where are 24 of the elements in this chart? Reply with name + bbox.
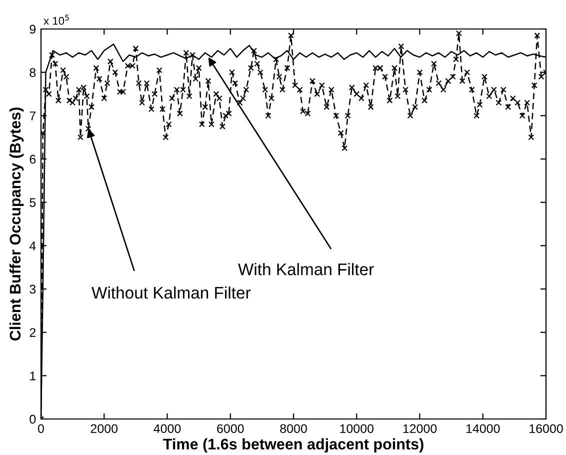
y-tick-label: 8 — [30, 68, 36, 77]
annotation: With Kalman Filter — [238, 263, 374, 276]
y-tick-label: 4 — [29, 242, 36, 250]
y-tick-label: 0 — [30, 414, 36, 424]
y-tick-label: 1 — [30, 372, 36, 380]
y-tick-label: 6 — [30, 154, 36, 164]
x-tick-label: 2000 — [90, 424, 118, 434]
x-axis-title: Time (1.6s between adjacent points) — [163, 438, 424, 453]
y-tick-label: 3 — [30, 284, 36, 294]
x-tick-label: 6000 — [217, 424, 244, 434]
x-tick-label: 16000 — [530, 424, 563, 434]
text: x 10$^{5}$ — [44, 14, 69, 25]
y-tick-label: 5 — [30, 198, 36, 207]
x-tick-label: 4000 — [154, 424, 181, 434]
y-axis-title: Client Buffer Occupancy (Bytes) — [9, 108, 24, 341]
x-tick-label: 0 — [38, 424, 44, 434]
x-tick-label: 14000 — [466, 424, 500, 434]
x-tick-label: 10000 — [340, 424, 374, 434]
annotation: Without Kalman Filter — [92, 286, 251, 299]
x-tick-label: 12000 — [403, 424, 437, 434]
y-tick-label: 7 — [30, 112, 36, 120]
y-tick-label: 9 — [30, 24, 36, 34]
y-tick-label: 2 — [30, 328, 36, 337]
x-tick-label: 8000 — [280, 424, 307, 434]
